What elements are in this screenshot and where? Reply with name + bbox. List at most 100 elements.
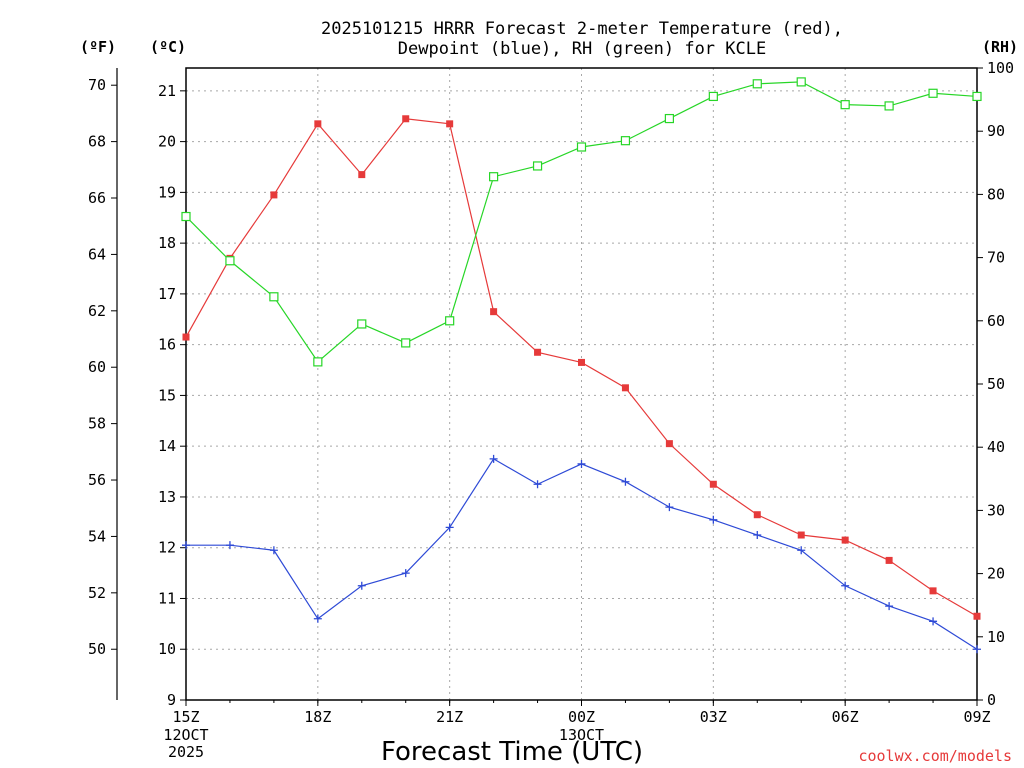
c-tick-label: 14 — [158, 437, 176, 455]
temperature-point — [841, 536, 849, 544]
c-tick-label: 11 — [158, 589, 176, 607]
dewpoint-point — [929, 617, 938, 626]
dewpoint-point — [269, 546, 278, 555]
temperature-point — [709, 480, 717, 488]
rh-point — [532, 161, 543, 171]
dewpoint-point — [621, 477, 630, 486]
dewpoint-point — [225, 541, 234, 550]
x-tick-label: 09Z — [963, 708, 990, 726]
temperature-point — [446, 120, 454, 128]
c-tick-label: 20 — [158, 133, 176, 151]
c-tick-label: 9 — [167, 691, 176, 709]
c-tick-label: 10 — [158, 640, 176, 658]
c-tick-label: 13 — [158, 488, 176, 506]
x-tick-label: 15Z — [172, 708, 199, 726]
f-tick-label: 58 — [88, 415, 106, 433]
f-tick-label: 62 — [88, 302, 106, 320]
rh-tick-label: 100 — [987, 59, 1014, 77]
f-tick-label: 60 — [88, 358, 106, 376]
chart-title-line-2: Dewpoint (blue), RH (green) for KCLE — [398, 39, 766, 59]
temperature-point — [534, 348, 542, 356]
series-dewpoint — [182, 454, 981, 654]
x-tick-sublabel: 2025 — [168, 743, 204, 761]
temperature-point — [490, 308, 498, 316]
x-tick-sublabel: 13OCT — [559, 726, 604, 744]
x-tick-label: 21Z — [436, 708, 463, 726]
temperature-point — [929, 587, 937, 595]
dewpoint-point — [885, 602, 894, 611]
rh-point — [796, 77, 806, 87]
rh-tick-label: 40 — [987, 438, 1005, 456]
f-tick-label: 64 — [88, 245, 106, 263]
dewpoint-point — [489, 454, 498, 463]
rh-point — [664, 113, 674, 124]
c-tick-label: 15 — [158, 386, 176, 404]
rh-point — [840, 100, 850, 110]
dewpoint-point — [357, 581, 366, 590]
rh-point — [884, 101, 894, 111]
rh-tick-label: 10 — [987, 628, 1005, 646]
x-tick-label: 03Z — [700, 708, 727, 726]
dewpoint-point — [841, 581, 850, 590]
dewpoint-point — [753, 531, 762, 540]
c-tick-label: 17 — [158, 285, 176, 303]
dewpoint-point — [445, 523, 454, 532]
temperature-point — [578, 358, 585, 366]
rh-point — [752, 79, 762, 89]
c-tick-label: 21 — [158, 82, 176, 100]
rh-point — [928, 88, 938, 98]
f-tick-label: 56 — [88, 471, 106, 489]
x-tick-label: 18Z — [304, 708, 331, 726]
series-rh — [181, 77, 982, 367]
temperature-point — [973, 612, 981, 620]
plot-frame — [185, 67, 978, 701]
rh-point — [708, 91, 718, 102]
rh-point — [489, 172, 499, 182]
dewpoint-point — [182, 541, 190, 550]
rh-point — [401, 338, 411, 348]
rh-point — [181, 211, 191, 222]
x-tick-label: 06Z — [832, 708, 859, 726]
f-tick-label: 52 — [88, 584, 106, 602]
f-tick-label: 54 — [88, 527, 106, 545]
rh-tick-label: 20 — [987, 565, 1005, 583]
rh-point — [445, 316, 455, 326]
temperature-point — [665, 440, 673, 448]
f-tick-label: 70 — [88, 76, 106, 94]
temperature-point — [182, 333, 190, 341]
c-tick-label: 16 — [158, 336, 176, 354]
temperature-point — [621, 384, 629, 392]
celsius-axis-unit: (ºC) — [150, 38, 186, 56]
source-credit: coolwx.com/models — [858, 747, 1012, 765]
temperature-point — [270, 191, 278, 199]
chart-series — [181, 77, 982, 654]
rh-point — [313, 357, 323, 367]
dewpoint-point — [973, 645, 981, 654]
rh-point — [225, 256, 235, 266]
dewpoint-point — [313, 614, 322, 623]
rh-point — [576, 142, 587, 152]
series-line-temperature — [185, 118, 978, 617]
x-axis-label: Forecast Time (UTC) — [381, 737, 643, 767]
rh-point — [357, 319, 367, 329]
chart-labels: 2025101215 HRRR Forecast 2-meter Tempera… — [80, 19, 1018, 767]
series-temperature — [182, 115, 981, 620]
rh-point — [972, 91, 982, 102]
f-tick-label: 50 — [88, 640, 106, 658]
chart-title-line-1: 2025101215 HRRR Forecast 2-meter Tempera… — [321, 19, 843, 39]
temperature-point — [314, 120, 322, 128]
rh-point — [620, 136, 631, 146]
fahrenheit-axis-unit: (ºF) — [80, 38, 116, 56]
dewpoint-point — [401, 569, 410, 578]
temperature-point — [797, 531, 805, 539]
f-tick-label: 66 — [88, 189, 106, 207]
f-tick-label: 68 — [88, 133, 106, 151]
c-tick-label: 18 — [158, 234, 176, 252]
rh-tick-label: 30 — [987, 501, 1005, 519]
dewpoint-point — [533, 480, 542, 489]
rh-tick-label: 70 — [987, 249, 1005, 267]
x-tick-label: 00Z — [568, 708, 595, 726]
dewpoint-point — [577, 459, 586, 468]
rh-point — [269, 292, 279, 302]
